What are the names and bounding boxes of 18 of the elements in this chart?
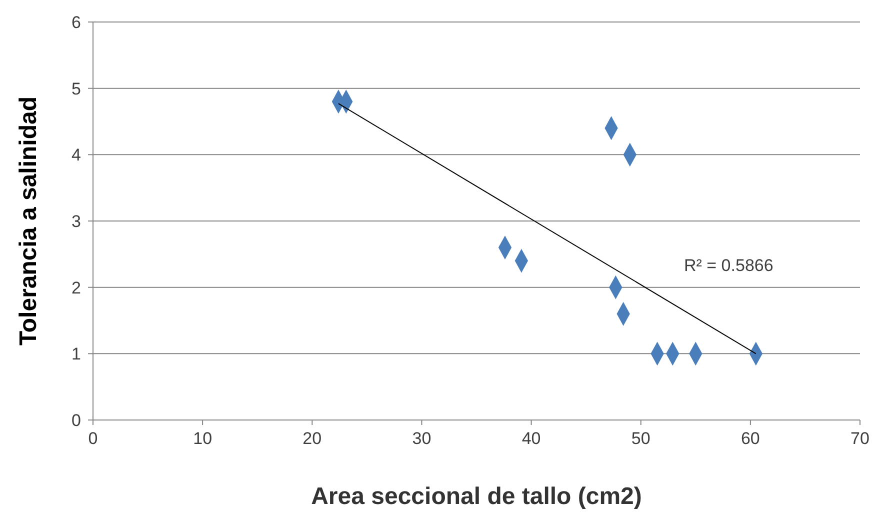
y-tick-label: 6 [72, 12, 81, 32]
y-tick-label: 3 [72, 212, 81, 231]
y-tick-label: 2 [72, 278, 81, 298]
y-tick-label: 1 [72, 344, 81, 364]
x-tick-label: 0 [88, 429, 98, 448]
x-tick-label: 30 [412, 429, 432, 448]
x-tick-label: 50 [631, 429, 650, 448]
x-tick-label: 10 [193, 429, 212, 448]
annotation: R² = 0.5866 [684, 256, 774, 275]
y-tick-label: 0 [72, 410, 81, 430]
x-tick-label: 60 [740, 429, 760, 448]
x-tick-label: 20 [302, 429, 322, 448]
x-tick-label: 40 [522, 429, 541, 448]
x-axis-title: Area seccional de tallo (cm2) [311, 483, 642, 510]
y-tick-label: 5 [72, 79, 81, 98]
x-tick-label: 70 [850, 429, 870, 448]
y-axis-title: Tolerancia a salinidad [15, 96, 42, 346]
y-tick-label: 4 [72, 146, 81, 165]
